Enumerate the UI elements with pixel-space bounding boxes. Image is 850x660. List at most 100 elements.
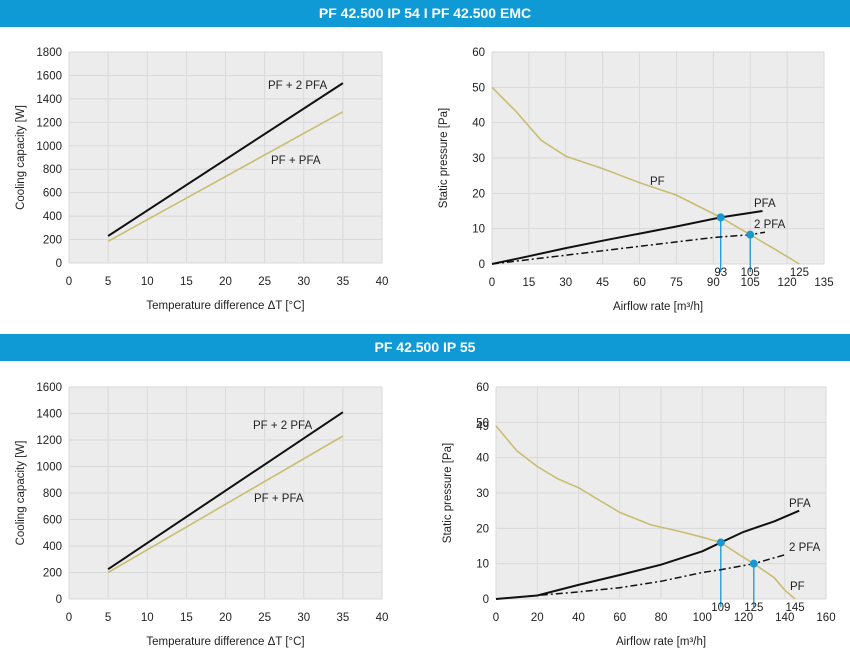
airflow_bottom-ytick-label: 10 <box>476 559 489 571</box>
cooling_top-ytick-label: 200 <box>43 235 62 247</box>
airflow_top-xtick-label: 135 <box>814 277 833 289</box>
airflow_bottom-ytick-label: 30 <box>476 488 489 500</box>
cooling_top-xtick-label: 0 <box>66 276 72 288</box>
cooling_bottom-series-pf-pfa <box>107 435 344 574</box>
airflow_top-series-pf <box>491 86 800 265</box>
cooling_bottom-ytick-label: 1000 <box>36 462 62 474</box>
cooling_bottom-ytick-label: 1400 <box>36 409 62 421</box>
airflow_bottom-operating-point <box>749 559 758 568</box>
airflow_bottom-ytick-label: 0 <box>483 594 489 606</box>
airflow_top-annotation-label: 125 <box>790 267 809 279</box>
airflow_top-ytick-label: 60 <box>472 47 485 59</box>
cooling_bottom-ytick-label: 1200 <box>36 435 62 447</box>
airflow_top-ytick-label: 20 <box>472 188 485 200</box>
airflow_top-series-label: 2 PFA <box>754 219 786 231</box>
cooling_top-series-pf-2-pfa <box>107 82 344 237</box>
cooling_top-ytick-label: 400 <box>43 211 62 223</box>
cooling_bottom-series-label: PF + 2 PFA <box>253 420 312 432</box>
cooling_bottom-xtick-label: 20 <box>219 612 232 624</box>
airflow_top-operating-point <box>716 213 725 222</box>
cooling_bottom-xtick-label: 40 <box>376 612 389 624</box>
airflow_top-ytick-label: 50 <box>472 82 485 94</box>
airflow_bottom-xtick-label: 40 <box>572 612 585 624</box>
cooling_top-xtick-label: 40 <box>376 276 389 288</box>
airflow_top-xtick-label: 120 <box>778 277 797 289</box>
cooling_top-ylabel: Cooling capacity [W] <box>15 105 27 210</box>
cooling_bottom-xtick-label: 25 <box>258 612 271 624</box>
airflow_bottom-xtick-label: 80 <box>655 612 668 624</box>
cooling_top-ytick-label: 1200 <box>36 117 62 129</box>
airflow_top-ytick-label: 10 <box>472 224 485 236</box>
cooling_top-ytick-label: 600 <box>43 188 62 200</box>
airflow_bottom-xtick-label: 100 <box>693 612 712 624</box>
airflow_bottom-ytick-label: 60 <box>476 382 489 394</box>
airflow_bottom-xtick-label: 0 <box>493 612 499 624</box>
airflow_bottom-xtick-label: 140 <box>775 612 794 624</box>
cooling_bottom-xtick-label: 30 <box>297 612 310 624</box>
airflow_top-xtick-label: 75 <box>670 277 683 289</box>
cooling_top-ytick-label: 1000 <box>36 141 62 153</box>
airflow_top-xtick-label: 15 <box>522 277 535 289</box>
airflow_top-series-2-pfa <box>491 231 766 265</box>
airflow_bottom-xtick-label: 60 <box>613 612 626 624</box>
airflow_top-operating-point <box>746 230 755 239</box>
cooling_bottom-xtick-label: 15 <box>180 612 193 624</box>
airflow_bottom-ytick-label: 20 <box>476 523 489 535</box>
airflow_bottom-series-label: PFA <box>789 498 811 510</box>
cooling_bottom-ylabel: Cooling capacity [W] <box>15 441 27 546</box>
cooling_bottom-ytick-label: 1600 <box>36 382 62 394</box>
cooling_bottom-ytick-label: 400 <box>43 541 62 553</box>
cooling_bottom-xlabel: Temperature difference ΔT [°C] <box>146 636 304 648</box>
cooling_top-ytick-label: 0 <box>56 258 62 270</box>
airflow_bottom-series-pfa <box>495 509 800 600</box>
cooling_bottom-series-pf-2-pfa <box>107 411 344 571</box>
cooling_bottom-ytick-label: 0 <box>56 594 62 606</box>
airflow_bottom-operating-point-label: 109 <box>711 602 730 614</box>
airflow_bottom-series-pf <box>495 425 796 600</box>
cooling_top-xtick-label: 15 <box>180 276 193 288</box>
cooling_top-ytick-label: 1400 <box>36 94 62 106</box>
cooling_top-xtick-label: 25 <box>258 276 271 288</box>
airflow_top-xlabel: Airflow rate [m³/h] <box>613 301 703 313</box>
cooling_top-xtick-label: 10 <box>141 276 154 288</box>
cooling_bottom-ytick-label: 600 <box>43 515 62 527</box>
airflow_top-xtick-label: 30 <box>559 277 572 289</box>
cooling_top-xtick-label: 30 <box>297 276 310 288</box>
cooling_top-xtick-label: 20 <box>219 276 232 288</box>
airflow_bottom-xtick-label: 160 <box>816 612 835 624</box>
airflow_top-ytick-label: 30 <box>472 153 485 165</box>
airflow_bottom-xtick-label: 20 <box>531 612 544 624</box>
airflow_top-ylabel: Static pressure [Pa] <box>438 108 450 208</box>
airflow_top-series-pfa <box>491 210 763 265</box>
airflow_bottom-operating-point-label: 125 <box>744 602 763 614</box>
airflow_bottom-ytick-label: 40 <box>476 453 489 465</box>
cooling_top-xtick-label: 35 <box>336 276 349 288</box>
airflow_top-operating-point-label: 105 <box>741 267 760 279</box>
cooling_bottom-xtick-label: 10 <box>141 612 154 624</box>
airflow_bottom-operating-point <box>716 538 725 547</box>
airflow_bottom-ylabel: Static pressure [Pa] <box>442 443 454 543</box>
cooling_top-ytick-label: 800 <box>43 164 62 176</box>
cooling_bottom-ytick-label: 200 <box>43 568 62 580</box>
cooling_top-series-label: PF + 2 PFA <box>268 80 327 92</box>
airflow_bottom-ytick-label: 50 <box>476 417 489 429</box>
cooling_top-xtick-label: 5 <box>105 276 111 288</box>
cooling_top-ytick-label: 1600 <box>36 70 62 82</box>
airflow_bottom-series-label: 2 PFA <box>789 542 821 554</box>
airflow_bottom-series-label: PF <box>790 581 805 593</box>
cooling_top-series-pf-pfa <box>107 111 344 243</box>
airflow_bottom-xlabel: Airflow rate [m³/h] <box>616 636 706 648</box>
airflow_top-xtick-label: 90 <box>707 277 720 289</box>
cooling_bottom-xtick-label: 5 <box>105 612 111 624</box>
cooling_top-ytick-label: 1800 <box>36 47 62 59</box>
airflow_top-xtick-label: 105 <box>741 277 760 289</box>
airflow_top-ytick-label: 0 <box>479 259 485 271</box>
airflow_bottom-ytick-label: 49 <box>476 421 489 433</box>
airflow_top-xtick-label: 60 <box>633 277 646 289</box>
section-header-bottom: PF 42.500 IP 55 <box>0 334 850 361</box>
cooling_bottom-xtick-label: 35 <box>336 612 349 624</box>
cooling_bottom-xtick-label: 0 <box>66 612 72 624</box>
airflow_top-ytick-label: 40 <box>472 118 485 130</box>
airflow_top-series-label: PF <box>650 176 665 188</box>
